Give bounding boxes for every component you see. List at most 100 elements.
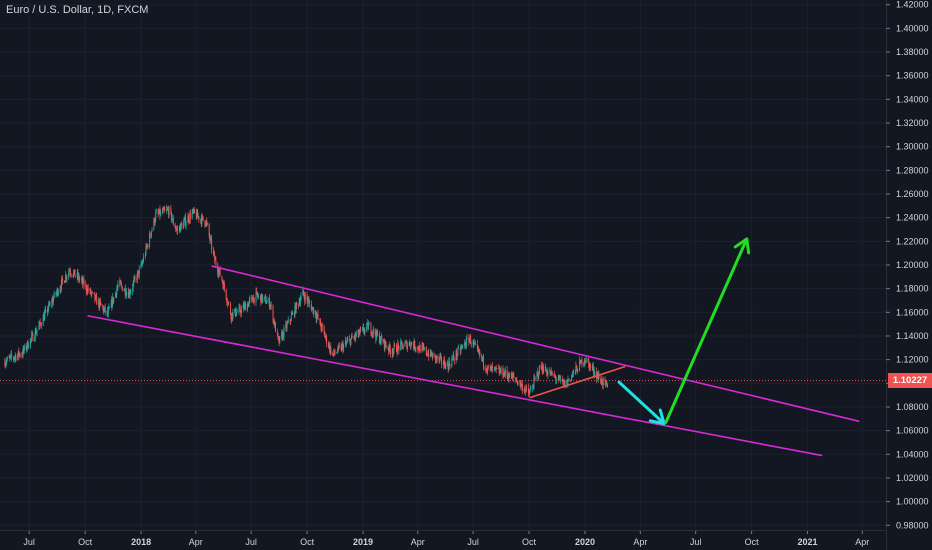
candle-body: [96, 296, 98, 305]
candle-body: [201, 215, 203, 224]
candle-body: [428, 353, 430, 357]
candle-body: [90, 293, 92, 295]
candle-body: [15, 355, 17, 361]
candle-body: [560, 378, 562, 380]
candle-body: [349, 338, 351, 345]
candle-body: [94, 295, 96, 300]
candle-body: [51, 299, 53, 304]
candle-body: [46, 309, 48, 313]
candle-body: [43, 316, 45, 321]
candle-body: [107, 309, 109, 315]
candle-body: [576, 367, 578, 372]
candle-body: [214, 254, 216, 261]
y-tick-label: 1.42000: [896, 0, 929, 10]
candle-body: [209, 235, 211, 240]
candle-body: [478, 350, 480, 353]
down-arrow-head: [648, 408, 666, 426]
candle-body: [32, 333, 34, 342]
candle-body: [419, 345, 421, 353]
candle-body: [34, 338, 36, 342]
candle-body: [444, 366, 446, 369]
candle-body: [70, 274, 72, 275]
candle-body: [206, 220, 208, 224]
candle-body: [492, 366, 494, 369]
candle-body: [251, 296, 253, 301]
candle-body: [363, 331, 365, 333]
y-tick-label: 1.26000: [896, 189, 929, 199]
candle-body: [178, 226, 180, 231]
candle-body: [397, 344, 399, 346]
candle-body: [228, 302, 230, 304]
up-arrow: [664, 237, 749, 424]
candle-body: [559, 376, 561, 379]
candle-body: [307, 300, 309, 303]
candle-body: [113, 297, 115, 303]
candle-body: [546, 370, 548, 375]
candle-body: [56, 292, 58, 295]
candle-body: [542, 371, 544, 374]
candle-body: [6, 360, 8, 363]
candle-body: [355, 334, 357, 337]
price-axis[interactable]: 1.42000 1.40000 1.38000 1.36000 1.34000 1.320…: [886, 0, 929, 530]
candle-body: [128, 292, 130, 298]
candle-body: [498, 368, 500, 369]
candle-body: [485, 366, 487, 371]
candle-body: [308, 300, 310, 302]
candle-body: [345, 341, 347, 343]
candle-body: [483, 365, 485, 367]
candle-body: [225, 289, 227, 300]
candle-body: [98, 300, 100, 308]
candle-body: [282, 332, 284, 338]
candle-body: [26, 347, 28, 350]
candle-body: [172, 217, 174, 224]
candle-body: [291, 312, 293, 315]
candle-body: [115, 292, 117, 298]
candle-body: [231, 312, 233, 319]
candle-body: [48, 303, 50, 306]
candle-body: [251, 296, 253, 299]
candle-body: [503, 376, 505, 378]
candle-body: [264, 296, 266, 298]
candle-body: [255, 291, 257, 303]
candle-body: [494, 367, 496, 369]
candle-body: [43, 314, 45, 321]
candle-body: [240, 308, 242, 314]
candle-body: [506, 369, 508, 376]
time-axis[interactable]: Jul Oct 2018 Apr Jul Oct 2019 Apr Jul Oct 2020 Apr J…: [0, 530, 886, 547]
candle-body: [34, 330, 36, 339]
candle-body: [448, 361, 450, 365]
candle-body: [69, 270, 71, 273]
candle-body: [157, 211, 159, 214]
candle-body: [557, 379, 559, 381]
candle-body: [508, 377, 510, 380]
candle-body: [141, 262, 143, 265]
candle-body: [588, 361, 590, 364]
candle-body: [532, 387, 534, 389]
candle-body: [324, 336, 326, 338]
y-tick-label: 1.30000: [896, 142, 929, 152]
candle-body: [268, 298, 270, 307]
candle-body: [252, 300, 254, 303]
candle-body: [175, 229, 177, 230]
candle-body: [80, 279, 82, 281]
y-tick-label: 1.40000: [896, 23, 929, 33]
candle-body: [583, 360, 585, 363]
candle-body: [193, 209, 195, 212]
candle-body: [336, 352, 338, 354]
candle-body: [226, 302, 228, 304]
candle-body: [111, 300, 113, 307]
candle-body: [172, 217, 174, 220]
candle-body: [29, 338, 31, 348]
candle-body: [82, 278, 84, 284]
candle-body: [117, 284, 119, 288]
candle-body: [82, 279, 84, 284]
candle-body: [104, 307, 106, 309]
candle-body: [461, 345, 463, 347]
candle-body: [166, 209, 168, 211]
candle-body: [45, 309, 47, 312]
candle-body: [406, 341, 408, 349]
candle-body: [78, 275, 80, 281]
candle-body: [238, 307, 240, 312]
candle-body: [127, 292, 129, 298]
